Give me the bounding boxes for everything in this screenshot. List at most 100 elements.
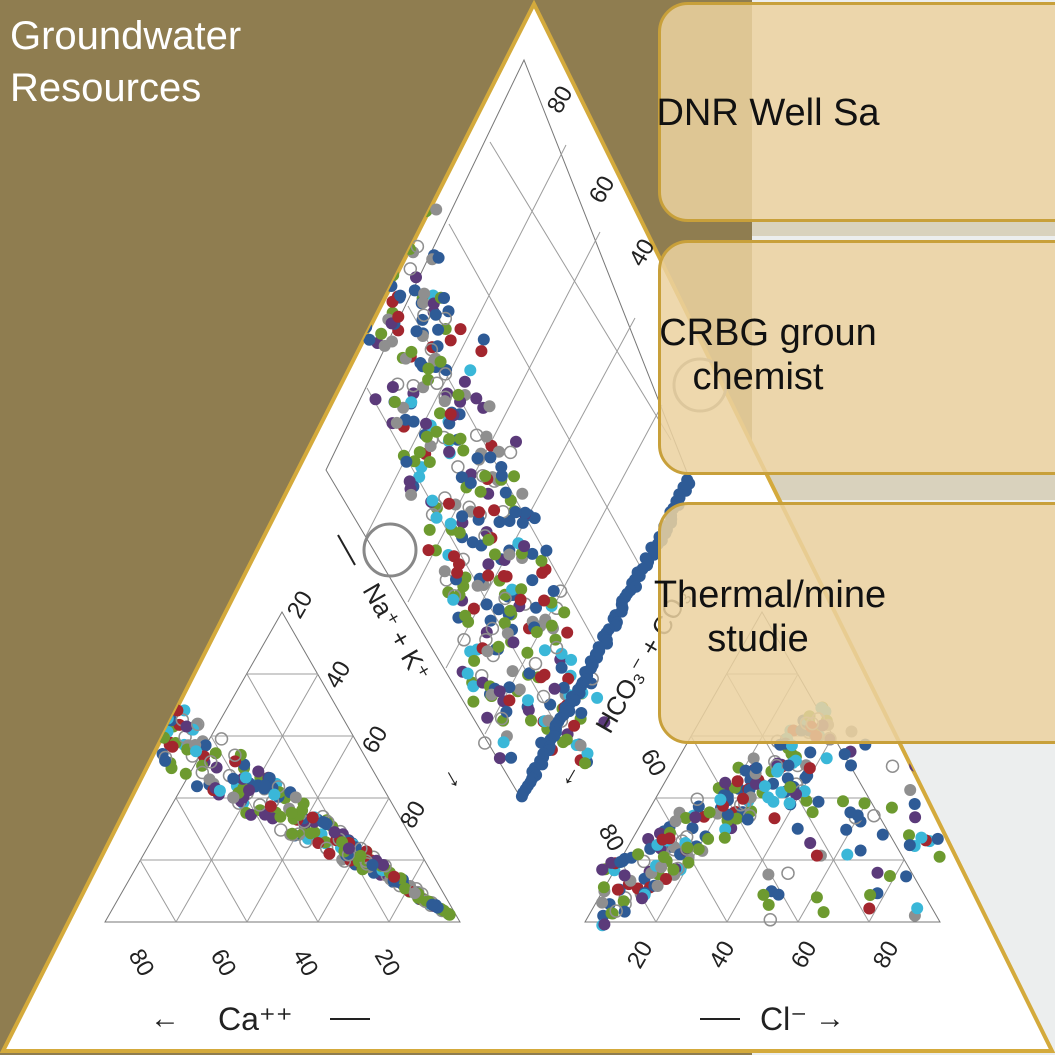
data-point — [636, 892, 648, 905]
data-point — [471, 452, 484, 465]
data-point — [762, 868, 775, 881]
data-point — [690, 792, 704, 806]
data-point — [611, 883, 624, 896]
data-point — [596, 896, 609, 909]
data-point — [871, 866, 884, 879]
data-point — [286, 827, 299, 840]
data-point — [503, 694, 516, 707]
data-point — [516, 516, 529, 529]
card-thermal[interactable]: Thermal/mine studie — [654, 502, 1055, 744]
data-point — [632, 848, 645, 861]
data-point — [482, 569, 495, 582]
card-thermal-line-2: studie — [707, 618, 809, 660]
data-point — [378, 227, 391, 239]
data-point — [464, 477, 477, 489]
data-point — [432, 251, 445, 264]
data-point — [651, 880, 664, 892]
data-point — [438, 565, 451, 578]
data-point — [443, 433, 456, 446]
data-point — [507, 636, 520, 649]
data-point — [516, 487, 529, 500]
data-point — [838, 748, 851, 761]
data-point — [575, 707, 588, 719]
data-point — [430, 376, 444, 391]
data-point — [430, 425, 443, 438]
data-point — [387, 200, 400, 213]
data-point — [749, 777, 762, 790]
title-line-1: Groundwater — [10, 14, 242, 58]
data-point — [504, 604, 517, 617]
data-point — [489, 548, 501, 561]
data-point — [614, 856, 627, 868]
data-point — [407, 415, 420, 428]
data-point — [503, 548, 516, 561]
data-point — [783, 797, 796, 810]
data-point — [465, 468, 477, 481]
data-point — [497, 736, 510, 749]
data-point — [457, 633, 471, 647]
data-point — [418, 287, 431, 300]
data-point — [536, 689, 551, 704]
data-point — [274, 810, 287, 823]
data-point — [508, 470, 520, 483]
data-point — [903, 839, 916, 852]
data-point — [245, 808, 257, 821]
data-point — [820, 752, 833, 765]
data-point — [561, 626, 574, 639]
data-point — [768, 812, 781, 825]
data-point — [781, 866, 795, 880]
data-point — [479, 470, 492, 482]
data-point — [482, 558, 495, 571]
data-point — [544, 698, 557, 711]
data-point — [663, 832, 676, 845]
data-point — [475, 345, 488, 358]
data-point — [545, 619, 558, 632]
data-point — [933, 850, 946, 863]
data-point — [503, 681, 516, 694]
data-point — [424, 440, 437, 453]
data-point — [394, 289, 407, 302]
data-point — [565, 653, 578, 666]
anion-arrow-right: → — [815, 1002, 845, 1035]
data-point — [417, 296, 429, 309]
data-point — [741, 813, 754, 826]
data-point — [555, 661, 568, 674]
data-point — [558, 606, 571, 619]
data-point — [374, 260, 387, 272]
data-point — [812, 795, 825, 808]
data-point — [354, 283, 367, 296]
data-point — [492, 445, 505, 458]
data-point — [443, 497, 455, 510]
data-point — [365, 249, 378, 262]
cation-axis-label: Ca⁺⁺ — [218, 1001, 293, 1037]
data-point — [772, 888, 785, 901]
data-point — [702, 832, 715, 845]
data-point — [458, 375, 471, 388]
data-point — [388, 870, 401, 883]
card-crbg[interactable]: CRBG groun chemist — [658, 240, 1055, 475]
data-point — [416, 313, 429, 326]
data-point — [931, 832, 944, 845]
data-point — [484, 614, 497, 627]
data-point — [339, 204, 353, 219]
data-point — [804, 837, 817, 849]
data-point — [483, 400, 496, 413]
data-point — [434, 407, 446, 420]
data-point — [681, 841, 694, 854]
card-dnr-well[interactable]: DNR Well Sa — [656, 2, 1055, 222]
data-point — [810, 891, 823, 904]
data-point — [388, 396, 401, 408]
data-point — [340, 216, 353, 229]
cation-arrow-left: ← — [150, 1002, 180, 1035]
data-point — [258, 779, 271, 792]
data-point — [854, 844, 867, 857]
data-point — [782, 759, 795, 772]
data-point — [423, 523, 436, 536]
data-point — [609, 904, 623, 918]
data-point — [306, 811, 319, 824]
data-point — [506, 583, 519, 596]
data-point — [494, 711, 509, 726]
data-point — [810, 849, 823, 862]
data-point — [692, 843, 705, 856]
data-point — [426, 494, 439, 507]
